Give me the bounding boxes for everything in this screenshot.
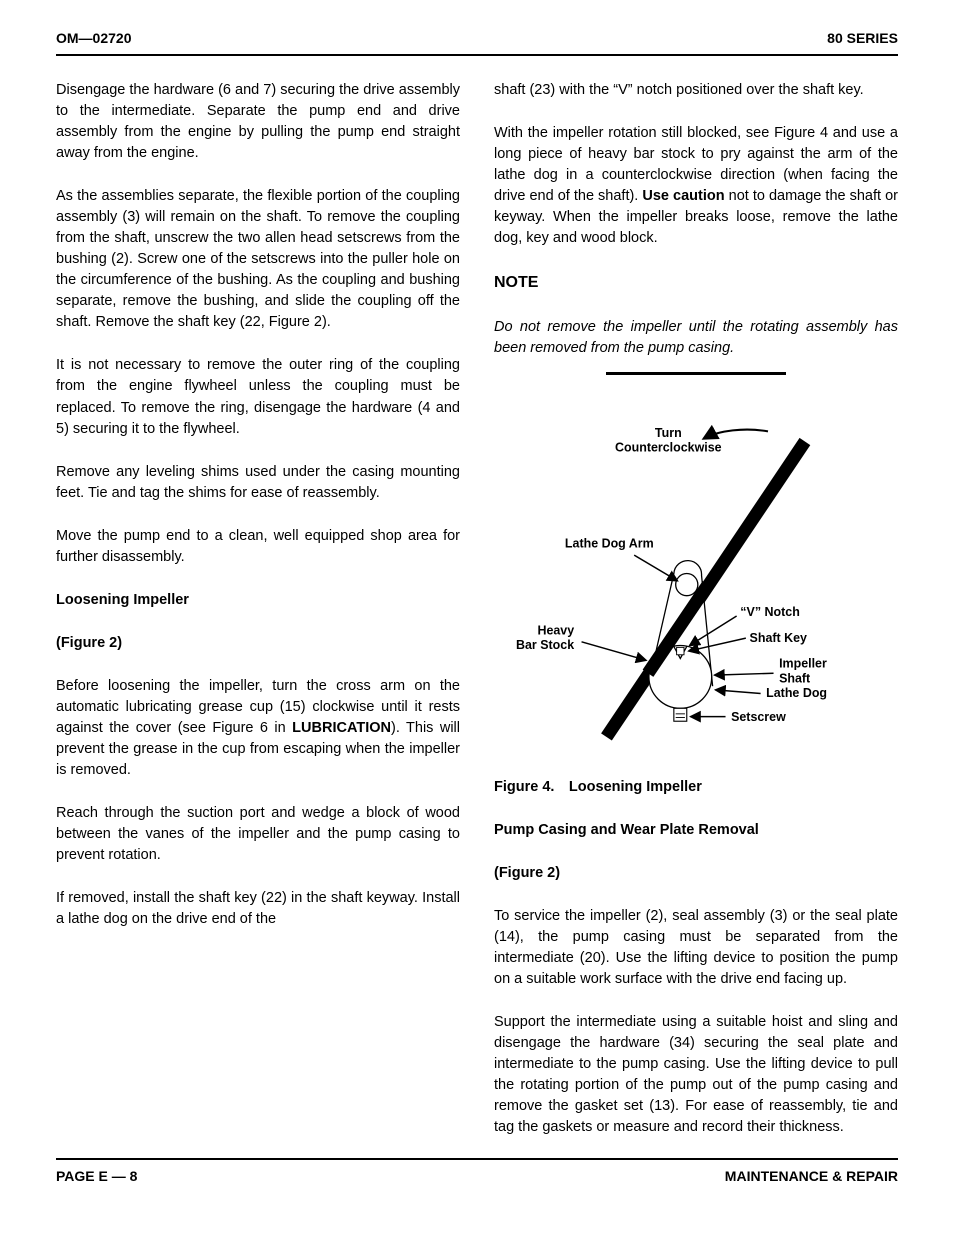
body-para: Move the pump end to a clean, well equip… — [56, 526, 460, 568]
header-left: OM—02720 — [56, 28, 131, 48]
leader-arrow — [634, 555, 677, 581]
lathe-dog-arm-circle — [676, 573, 698, 595]
body-para: Disengage the hardware (6 and 7) securin… — [56, 80, 460, 164]
body-para: To service the impeller (2), seal assemb… — [494, 906, 898, 990]
header-right: 80 SERIES — [827, 28, 898, 48]
label-bar-stock: Bar Stock — [516, 638, 574, 652]
leader-arrow — [582, 641, 647, 659]
setscrew-shape — [674, 708, 687, 721]
figure-caption: Figure 4. Loosening Impeller — [494, 777, 898, 798]
left-column: Disengage the hardware (6 and 7) securin… — [56, 80, 460, 1138]
body-para: It is not necessary to remove the outer … — [56, 355, 460, 439]
label-lathe-dog: Lathe Dog — [766, 686, 827, 700]
body-para: shaft (23) with the “V” notch positioned… — [494, 80, 898, 101]
emphasis-text: Use caution — [642, 188, 724, 204]
page-footer: PAGE E — 8 MAINTENANCE & REPAIR — [56, 1158, 898, 1186]
footer-left: PAGE E — 8 — [56, 1166, 137, 1186]
section-heading: Loosening Impeller — [56, 590, 460, 611]
leader-arrow — [714, 673, 773, 675]
note-heading: NOTE — [494, 271, 898, 294]
figure-ref: (Figure 2) — [494, 863, 898, 884]
label-shaft-key: Shaft Key — [750, 630, 808, 644]
body-para: Reach through the suction port and wedge… — [56, 803, 460, 866]
right-column: shaft (23) with the “V” notch positioned… — [494, 80, 898, 1138]
emphasis-text: LUBRICATION — [292, 720, 391, 736]
turn-arrow-icon — [703, 429, 768, 438]
shaft-key-shape — [677, 647, 684, 654]
label-heavy: Heavy — [537, 623, 574, 637]
label-setscrew: Setscrew — [731, 710, 786, 724]
label-lathe-dog-arm: Lathe Dog Arm — [565, 536, 654, 550]
body-para: As the assemblies separate, the flexible… — [56, 186, 460, 333]
label-counterclockwise: Counterclockwise — [615, 440, 722, 454]
figure-ref: (Figure 2) — [56, 633, 460, 654]
page-header: OM—02720 80 SERIES — [56, 28, 898, 56]
note-rule — [494, 361, 898, 382]
label-impeller: Impeller — [779, 656, 827, 670]
label-v-notch: “V” Notch — [740, 605, 800, 619]
body-para: Before loosening the impeller, turn the … — [56, 676, 460, 781]
body-para: If removed, install the shaft key (22) i… — [56, 888, 460, 930]
label-turn: Turn — [655, 426, 682, 440]
body-para: Support the intermediate using a suitabl… — [494, 1012, 898, 1138]
leader-arrow — [715, 689, 760, 693]
body-para: Remove any leveling shims used under the… — [56, 462, 460, 504]
label-shaft: Shaft — [779, 671, 810, 685]
body-para: With the impeller rotation still blocked… — [494, 123, 898, 249]
figure-4: Turn Counterclockwise Lathe Dog Arm Heav… — [494, 400, 898, 798]
content-columns: Disengage the hardware (6 and 7) securin… — [56, 80, 898, 1138]
note-body: Do not remove the impeller until the rot… — [494, 317, 898, 359]
figure-svg: Turn Counterclockwise Lathe Dog Arm Heav… — [494, 400, 898, 760]
section-heading: Pump Casing and Wear Plate Removal — [494, 820, 898, 841]
footer-right: MAINTENANCE & REPAIR — [725, 1166, 898, 1186]
